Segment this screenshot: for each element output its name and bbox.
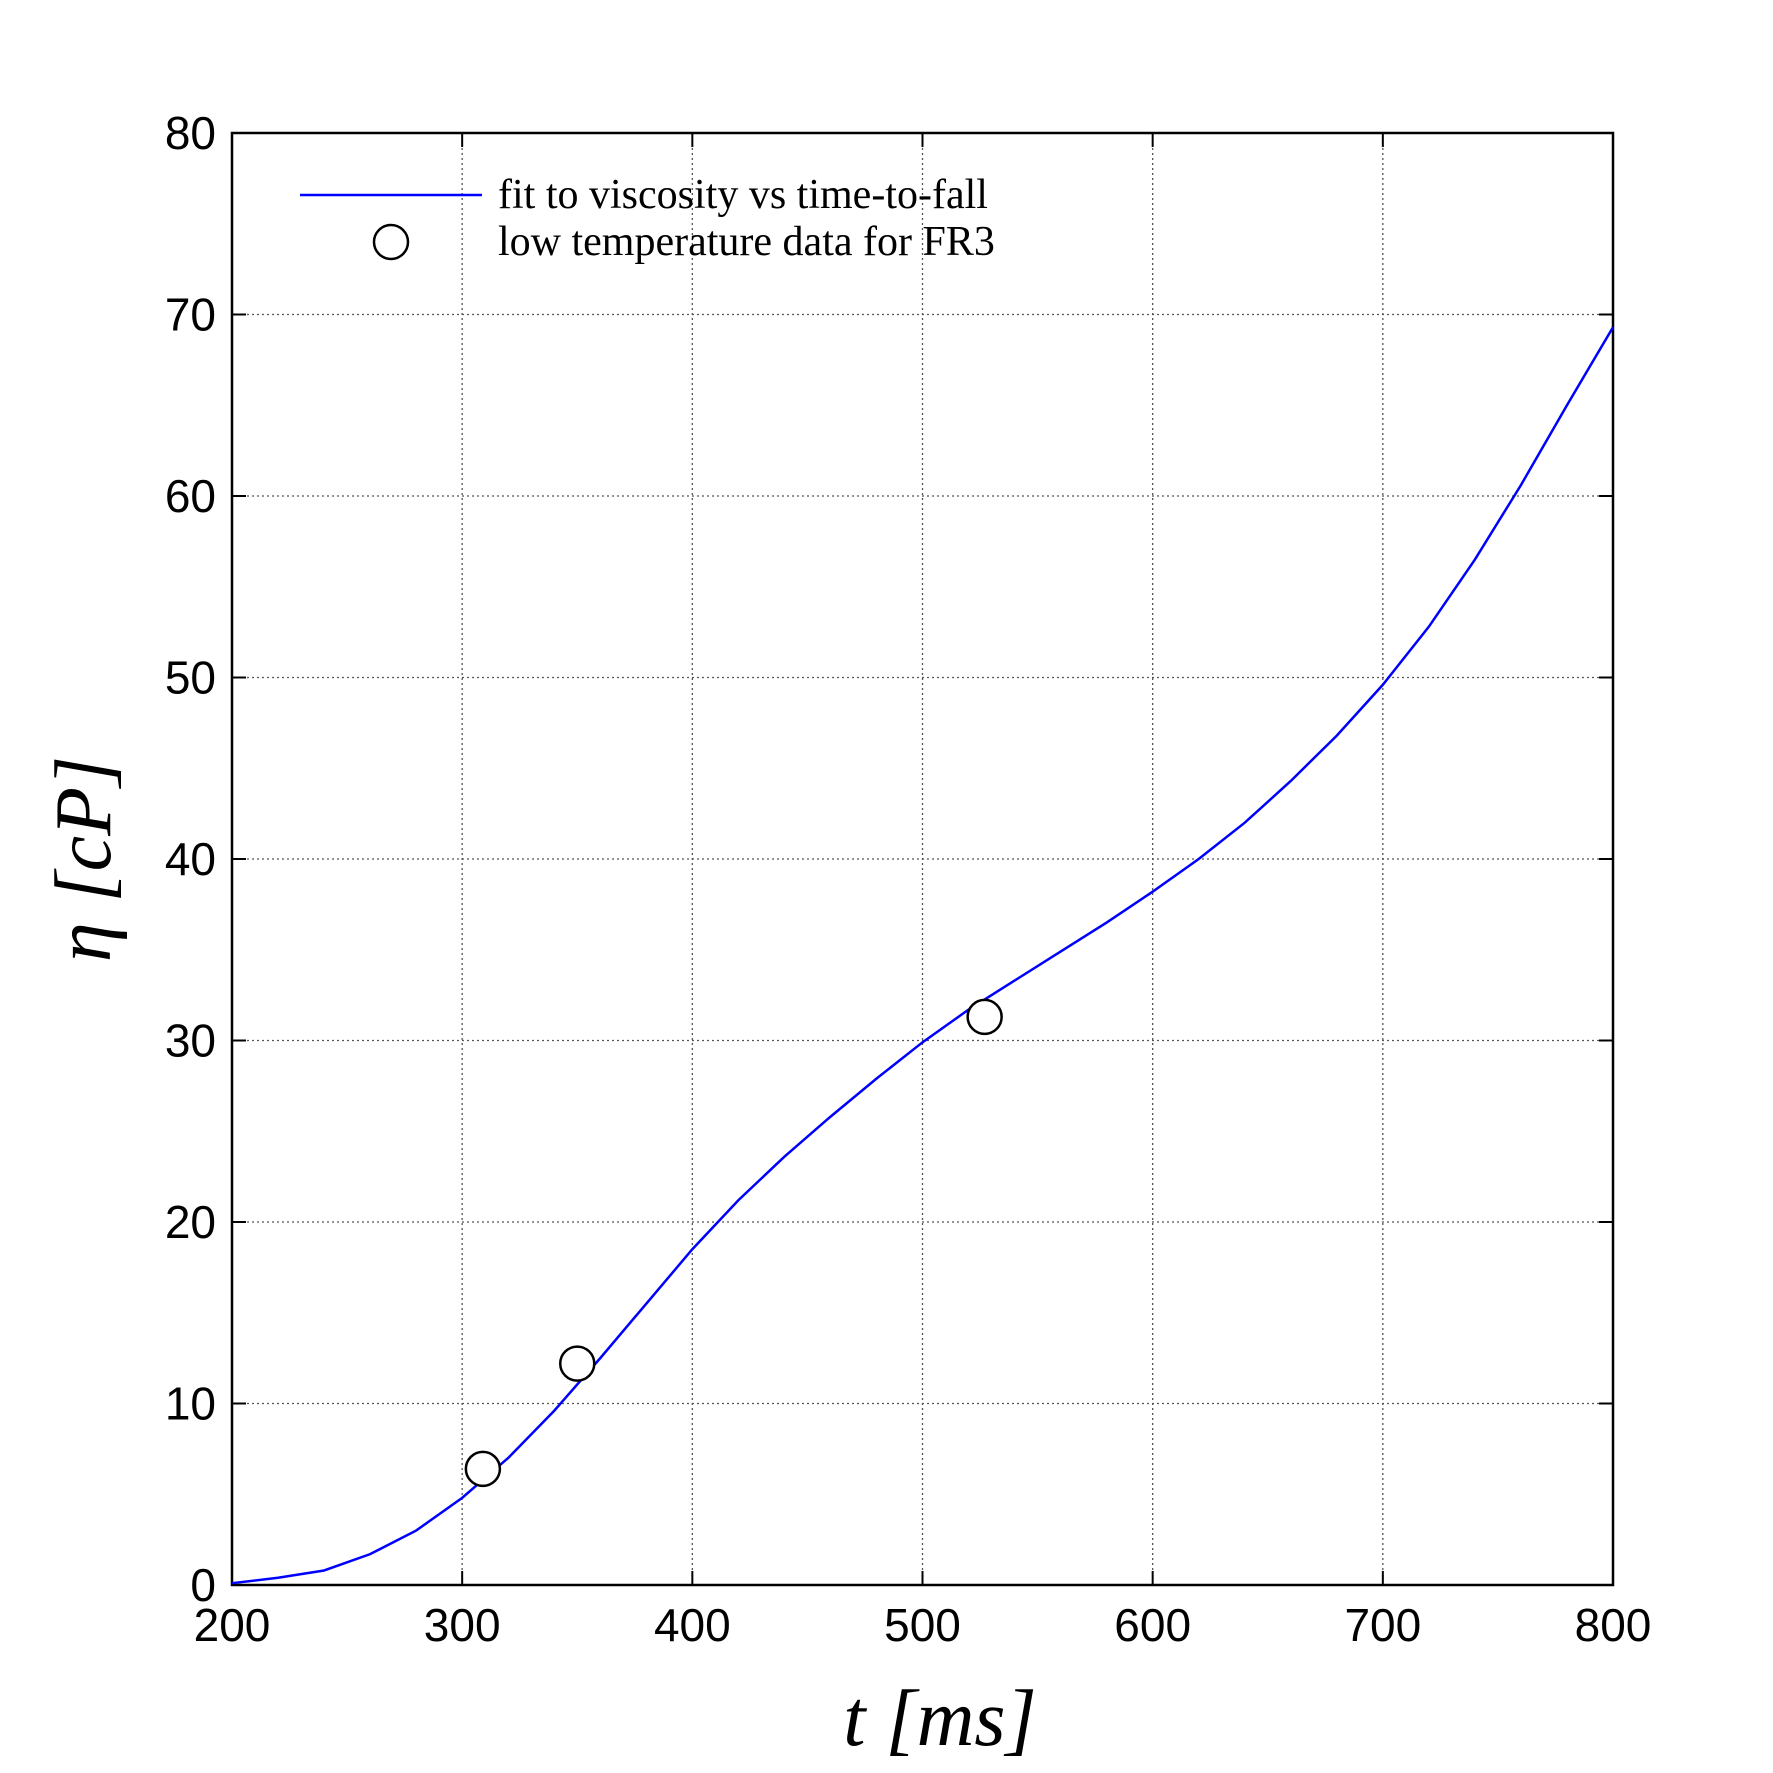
x-tick-label: 200 bbox=[194, 1599, 271, 1651]
data-point bbox=[559, 1345, 596, 1382]
y-tick-label: 40 bbox=[165, 833, 216, 885]
legend-label: fit to viscosity vs time-to-fall bbox=[498, 172, 988, 218]
plot-frame bbox=[230, 131, 1615, 1587]
legend-marker bbox=[372, 223, 410, 261]
x-tick-label: 500 bbox=[884, 1599, 961, 1651]
y-tick-label: 50 bbox=[165, 652, 216, 704]
y-tick-label: 20 bbox=[165, 1196, 216, 1248]
data-point bbox=[464, 1450, 502, 1488]
y-tick-label: 0 bbox=[190, 1559, 216, 1611]
y-axis-label: η [cP] bbox=[40, 756, 128, 962]
x-tick-label: 800 bbox=[1575, 1599, 1652, 1651]
x-axis-label: t [ms] bbox=[843, 1675, 1036, 1763]
y-tick-label: 70 bbox=[165, 289, 216, 341]
x-tick-label: 600 bbox=[1114, 1599, 1191, 1651]
y-tick-label: 80 bbox=[165, 107, 216, 159]
data-point bbox=[966, 998, 1003, 1036]
y-tick-label: 60 bbox=[165, 470, 216, 522]
x-tick-label: 400 bbox=[654, 1599, 731, 1651]
y-tick-label: 10 bbox=[165, 1378, 216, 1430]
fit-line bbox=[231, 326, 1615, 1585]
y-tick-label: 30 bbox=[165, 1015, 216, 1067]
x-tick-label: 700 bbox=[1344, 1599, 1421, 1651]
x-tick-label: 300 bbox=[424, 1599, 501, 1651]
legend-label: low temperature data for FR3 bbox=[498, 219, 995, 265]
